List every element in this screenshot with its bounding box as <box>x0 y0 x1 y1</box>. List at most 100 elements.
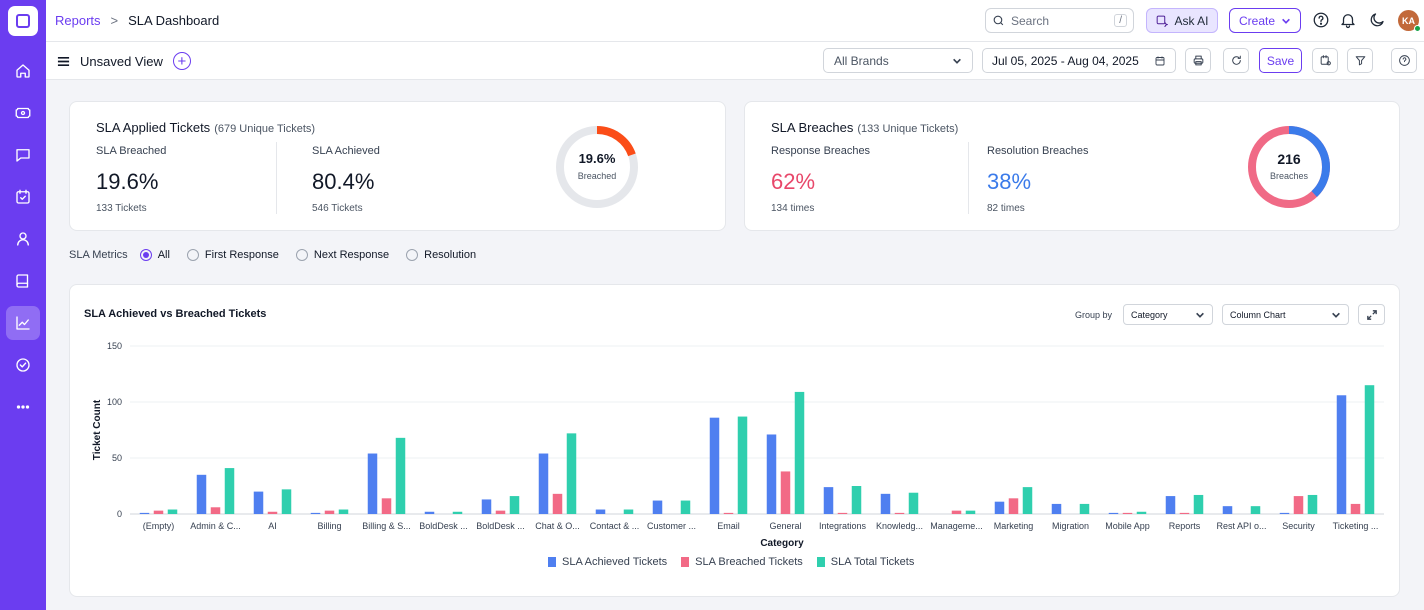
radio-dot[interactable] <box>406 249 419 261</box>
sla-applied-title: SLA Applied Tickets (679 Unique Tickets) <box>96 120 315 135</box>
avatar[interactable]: KA <box>1398 10 1421 32</box>
legend-item-achieved[interactable]: SLA Achieved Tickets <box>548 556 667 568</box>
check-circle-icon[interactable] <box>6 348 40 382</box>
calendar-icon <box>1155 56 1165 65</box>
bar-total <box>908 492 919 514</box>
legend-swatch <box>548 557 556 567</box>
column-chart: 0 50 100 150 Ticket Count (Empty) Admin & C...… <box>92 341 1384 549</box>
calendar-check-icon[interactable] <box>6 180 40 214</box>
chat-icon[interactable] <box>6 138 40 172</box>
sla-metrics-label: SLA Metrics <box>69 249 128 261</box>
printer-icon <box>1193 55 1203 66</box>
bar-breached <box>723 512 734 514</box>
y-tick-label: 50 <box>112 453 122 463</box>
x-tick-label: (Empty) <box>143 521 175 531</box>
expand-chart-button[interactable] <box>1358 304 1385 325</box>
sla-achieved-count: 546 Tickets <box>312 203 363 214</box>
view-name[interactable]: Unsaved View <box>80 53 163 69</box>
user-icon[interactable] <box>6 222 40 256</box>
bar-breached <box>1293 496 1304 514</box>
chevron-down-icon <box>953 58 961 64</box>
radio-dot[interactable] <box>139 249 152 261</box>
bar-achieved <box>367 453 378 514</box>
radio-first-response[interactable]: First Response <box>186 249 279 261</box>
breadcrumb-separator: > <box>110 13 119 28</box>
x-tick-label: Billing & S... <box>362 521 411 531</box>
schedule-report-button[interactable] <box>1312 48 1338 73</box>
notification-bell-icon[interactable] <box>1339 11 1357 29</box>
more-icon[interactable] <box>6 390 40 424</box>
filter-button[interactable] <box>1347 48 1373 73</box>
brands-dropdown[interactable]: All Brands <box>823 48 973 73</box>
add-view-button[interactable]: + <box>172 52 191 70</box>
bar-achieved <box>709 417 720 514</box>
view-selector: Unsaved View + <box>57 52 191 70</box>
bar-total <box>452 511 463 514</box>
home-icon[interactable] <box>6 54 40 88</box>
create-button[interactable]: Create <box>1229 8 1301 33</box>
radio-dot[interactable] <box>186 249 199 261</box>
group-by-dropdown[interactable]: Category <box>1123 304 1213 325</box>
bar-achieved <box>652 500 663 514</box>
date-range-picker[interactable]: Jul 05, 2025 - Aug 04, 2025 <box>982 48 1176 73</box>
resolution-breaches-value: 38% <box>987 169 1032 194</box>
legend-item-total[interactable]: SLA Total Tickets <box>816 556 914 568</box>
bar-achieved <box>253 491 264 514</box>
x-tick-label: Mobile App <box>1105 521 1150 531</box>
x-tick-label: Billing <box>317 521 341 531</box>
ask-ai-button[interactable]: Ask AI <box>1146 8 1218 33</box>
book-icon[interactable] <box>6 264 40 298</box>
bar-achieved <box>766 434 777 514</box>
filter-icon <box>1355 56 1365 66</box>
legend-item-breached[interactable]: SLA Breached Tickets <box>681 556 803 568</box>
bar-total <box>1136 511 1147 514</box>
x-tick-label: General <box>769 521 801 531</box>
breadcrumb-reports-link[interactable]: Reports <box>55 13 101 28</box>
x-tick-label: Contact & ... <box>590 521 640 531</box>
x-tick-label: Customer ... <box>647 521 696 531</box>
dark-mode-moon-icon[interactable] <box>1368 11 1386 29</box>
print-button[interactable] <box>1185 48 1211 73</box>
x-tick-label: Manageme... <box>930 521 983 531</box>
analytics-icon[interactable] <box>6 306 40 340</box>
bar-total <box>395 437 406 514</box>
save-button[interactable]: Save <box>1259 48 1302 73</box>
donut-resolution-arc <box>1248 126 1330 208</box>
radio-dot[interactable] <box>295 249 308 261</box>
bar-total <box>1250 506 1261 514</box>
bar-total <box>1307 494 1318 514</box>
sla-breached-label: SLA Breached <box>96 145 167 157</box>
y-tick-label: 100 <box>107 397 122 407</box>
expand-icon <box>1366 309 1377 320</box>
ai-sparkle-icon <box>1157 15 1169 27</box>
chart-type-dropdown[interactable]: Column Chart <box>1222 304 1349 325</box>
legend-label: SLA Breached Tickets <box>695 556 803 568</box>
bar-achieved <box>823 487 834 514</box>
ticket-icon[interactable] <box>6 96 40 130</box>
ask-ai-label: Ask AI <box>1174 13 1209 28</box>
bar-achieved <box>1051 503 1062 514</box>
sla-breaches-title: SLA Breaches (133 Unique Tickets) <box>771 120 958 135</box>
sla-applied-subtitle: (679 Unique Tickets) <box>214 123 316 135</box>
search-input[interactable]: Search / <box>985 8 1134 33</box>
bar-total <box>623 509 634 514</box>
sla-breaches-card: SLA Breaches (133 Unique Tickets) Respons… <box>744 101 1400 231</box>
bar-achieved <box>310 512 321 514</box>
sla-achieved-label: SLA Achieved <box>312 145 380 157</box>
divider <box>968 142 969 214</box>
help-button[interactable] <box>1391 48 1417 73</box>
bar-breached <box>837 512 848 514</box>
refresh-icon <box>1231 55 1241 65</box>
menu-icon[interactable] <box>57 55 70 68</box>
app-logo[interactable] <box>8 6 38 36</box>
resolution-breaches-count: 82 times <box>987 203 1025 214</box>
breadcrumb: Reports > SLA Dashboard <box>55 13 219 28</box>
x-tick-label: Admin & C... <box>190 521 241 531</box>
radio-resolution[interactable]: Resolution <box>406 249 476 261</box>
radio-next-response[interactable]: Next Response <box>295 249 389 261</box>
refresh-button[interactable] <box>1223 48 1249 73</box>
help-icon[interactable] <box>1312 11 1330 29</box>
online-status-dot <box>1414 25 1421 32</box>
chart-type-value: Column Chart <box>1230 309 1286 320</box>
radio-all[interactable]: All <box>139 249 170 261</box>
